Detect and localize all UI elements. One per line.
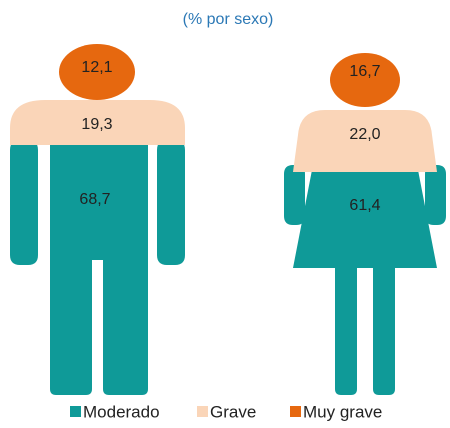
legend-label: Moderado [83,402,160,421]
data-label: 12,1 [81,59,112,76]
legend-label: Grave [210,402,256,421]
figure-segment [10,140,185,395]
figure-segment [330,53,400,107]
data-label: 22,0 [349,126,380,143]
figure-segment [284,165,446,395]
figure-segment [293,110,437,172]
legend-swatch [290,406,301,417]
chart-subtitle: (% por sexo) [183,11,274,28]
figure-segment [10,100,185,145]
data-label: 61,4 [349,197,380,214]
legend-swatch [70,406,81,417]
legend-swatch [197,406,208,417]
figure-segment [59,44,135,100]
legend-label: Muy grave [303,402,382,421]
data-label: 19,3 [81,116,112,133]
data-label: 16,7 [349,63,380,80]
data-label: 68,7 [79,191,110,208]
